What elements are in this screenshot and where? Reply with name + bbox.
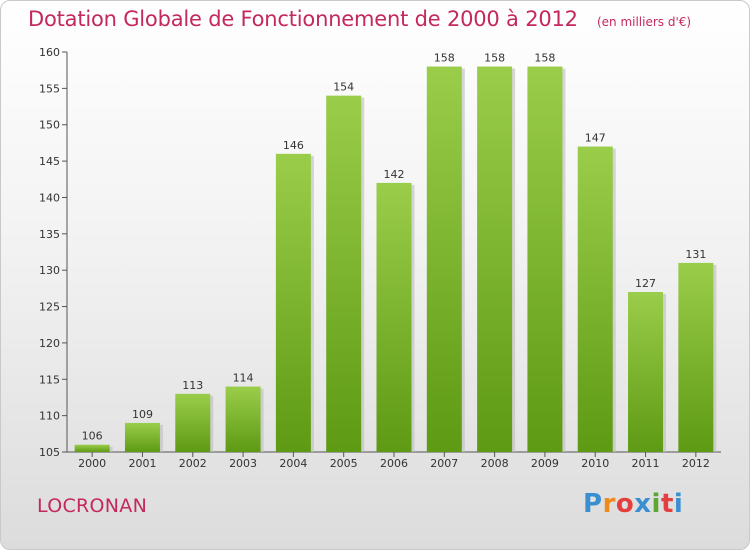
y-tick-label: 115 (39, 373, 60, 386)
data-label: 158 (434, 52, 455, 65)
data-label: 146 (283, 139, 304, 152)
bar-2007 (426, 66, 462, 452)
y-tick-label: 135 (39, 228, 60, 241)
y-tick-label: 120 (39, 337, 60, 350)
bar-2012 (678, 262, 714, 452)
x-tick-label: 2005 (330, 457, 358, 470)
commune-name: LOCRONAN (37, 495, 148, 517)
y-tick-label: 110 (39, 410, 60, 423)
data-label: 147 (585, 132, 606, 145)
proxiti-logo[interactable]: Proxiti (583, 489, 683, 519)
logo-letter: r (602, 489, 616, 519)
logo-letter: o (615, 489, 635, 519)
bar-2000 (74, 444, 110, 452)
x-tick-label: 2012 (682, 457, 710, 470)
logo-letter: i (651, 489, 661, 519)
data-label: 114 (233, 372, 254, 385)
bar-2001 (124, 422, 160, 452)
data-label: 154 (333, 81, 354, 94)
data-label: 158 (484, 52, 505, 65)
bar-2011 (628, 292, 664, 452)
x-tick-label: 2008 (481, 457, 509, 470)
y-tick-label: 160 (39, 46, 60, 59)
logo-letter: t (660, 489, 674, 519)
x-tick-label: 2010 (581, 457, 609, 470)
x-tick-label: 2006 (380, 457, 408, 470)
data-label: 109 (132, 408, 153, 421)
x-tick-label: 2011 (632, 457, 660, 470)
data-label: 158 (534, 52, 555, 65)
y-tick-label: 145 (39, 155, 60, 168)
logo-letter: i (673, 489, 684, 519)
bar-2003 (225, 386, 261, 452)
x-tick-label: 2001 (128, 457, 156, 470)
bar-2005 (326, 95, 362, 453)
x-tick-label: 2007 (430, 457, 458, 470)
chart-subtitle: (en milliers d'€) (596, 15, 692, 29)
logo-letter: x (634, 489, 652, 519)
data-label: 131 (685, 248, 706, 261)
bar-2002 (175, 393, 211, 452)
data-label: 106 (82, 430, 103, 443)
bar-2004 (275, 153, 311, 452)
title-row: Dotation Globale de Fonctionnement de 20… (28, 7, 691, 31)
x-tick-label: 2009 (531, 457, 559, 470)
bar-2006 (376, 182, 412, 452)
y-tick-label: 155 (39, 82, 60, 95)
y-tick-label: 130 (39, 264, 60, 277)
chart-title: Dotation Globale de Fonctionnement de 20… (28, 7, 578, 31)
y-tick-label: 125 (39, 301, 60, 314)
bar-2010 (577, 146, 613, 452)
x-tick-label: 2000 (78, 457, 106, 470)
data-label: 142 (384, 168, 405, 181)
bar-2009 (527, 66, 563, 452)
x-tick-label: 2004 (279, 457, 307, 470)
y-tick-label: 150 (39, 119, 60, 132)
data-label: 127 (635, 277, 656, 290)
x-tick-label: 2002 (179, 457, 207, 470)
y-tick-label: 140 (39, 191, 60, 204)
logo-letter: P (583, 489, 603, 519)
y-tick-label: 105 (39, 446, 60, 459)
x-tick-label: 2003 (229, 457, 257, 470)
data-label: 113 (182, 379, 203, 392)
bar-2008 (477, 66, 513, 452)
